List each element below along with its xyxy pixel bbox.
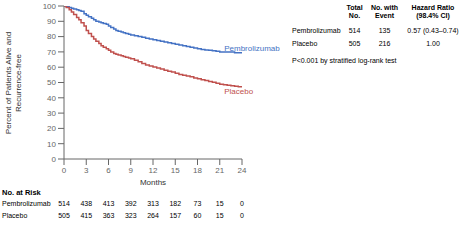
svg-text:0: 0 bbox=[52, 155, 57, 164]
html-text:514: 514 bbox=[348, 26, 361, 34]
html-text:Pembrolizumab: Pembrolizumab bbox=[292, 26, 341, 34]
html-text:60: 60 bbox=[193, 212, 202, 219]
html-text:Pembrolizumab: Pembrolizumab bbox=[2, 200, 51, 207]
html-text:P<0.001 by stratified log-rank: P<0.001 by stratified log-rank test bbox=[292, 56, 397, 64]
svg-text:6: 6 bbox=[106, 166, 111, 175]
html-text:135: 135 bbox=[378, 26, 391, 34]
svg-text:21: 21 bbox=[215, 166, 224, 175]
html-text:No. at Risk: No. at Risk bbox=[2, 188, 41, 197]
svg-text:9: 9 bbox=[129, 166, 134, 175]
html-text:15: 15 bbox=[215, 212, 224, 219]
html-text:182: 182 bbox=[169, 200, 182, 207]
svg-text:10: 10 bbox=[47, 140, 56, 149]
svg-text:60: 60 bbox=[47, 63, 56, 72]
html-text:438: 438 bbox=[80, 200, 93, 207]
html-text:264: 264 bbox=[147, 212, 159, 219]
html-text:Placebo: Placebo bbox=[292, 39, 318, 47]
svg-text:0: 0 bbox=[62, 166, 67, 175]
html-text:216: 216 bbox=[378, 39, 391, 47]
html-text:363: 363 bbox=[102, 212, 115, 219]
html-text:Hazard Ratio (98.4% CI): Hazard Ratio (98.4% CI) bbox=[411, 4, 455, 20]
html-text:No. with Event: No. with Event bbox=[370, 4, 399, 20]
svg-text:30: 30 bbox=[47, 109, 56, 118]
html-text:0: 0 bbox=[240, 200, 244, 207]
html-text:415: 415 bbox=[80, 212, 93, 219]
html-text:392: 392 bbox=[124, 200, 137, 207]
svg-text:90: 90 bbox=[47, 17, 56, 26]
html-text:313: 313 bbox=[147, 200, 159, 207]
svg-text:50: 50 bbox=[47, 78, 56, 87]
svg-text:20: 20 bbox=[47, 124, 56, 133]
html-text:514: 514 bbox=[58, 200, 70, 207]
svg-text:24: 24 bbox=[238, 166, 247, 175]
svg-text:3: 3 bbox=[84, 166, 89, 175]
svg-text:15: 15 bbox=[171, 166, 180, 175]
html-text:0.57 (0.43–0.74): 0.57 (0.43–0.74) bbox=[407, 26, 459, 34]
svg-text:70: 70 bbox=[47, 48, 56, 57]
svg-text:18: 18 bbox=[193, 166, 202, 175]
svg-text:Months: Months bbox=[140, 178, 166, 185]
svg-text:12: 12 bbox=[149, 166, 158, 175]
svg-text:100: 100 bbox=[43, 2, 57, 11]
html-text:0: 0 bbox=[240, 212, 244, 219]
svg-text:40: 40 bbox=[47, 94, 56, 103]
html-text:157: 157 bbox=[169, 212, 182, 219]
html-text:323: 323 bbox=[124, 212, 137, 219]
html-text:73: 73 bbox=[193, 200, 202, 207]
html-text:505: 505 bbox=[58, 212, 70, 219]
html-text:Percent of Patients Alive and: Percent of Patients Alive and Recurrence… bbox=[4, 31, 23, 134]
html-text:1.00: 1.00 bbox=[426, 39, 440, 47]
html-text:413: 413 bbox=[102, 200, 115, 207]
svg-text:80: 80 bbox=[47, 32, 56, 41]
html-text:Total No.: Total No. bbox=[346, 4, 363, 20]
html-text:Placebo: Placebo bbox=[2, 212, 28, 219]
svg-text:Pembrolizumab: Pembrolizumab bbox=[224, 44, 280, 53]
html-text:505: 505 bbox=[348, 39, 361, 47]
svg-text:Placebo: Placebo bbox=[224, 87, 253, 96]
html-text:15: 15 bbox=[215, 200, 224, 207]
